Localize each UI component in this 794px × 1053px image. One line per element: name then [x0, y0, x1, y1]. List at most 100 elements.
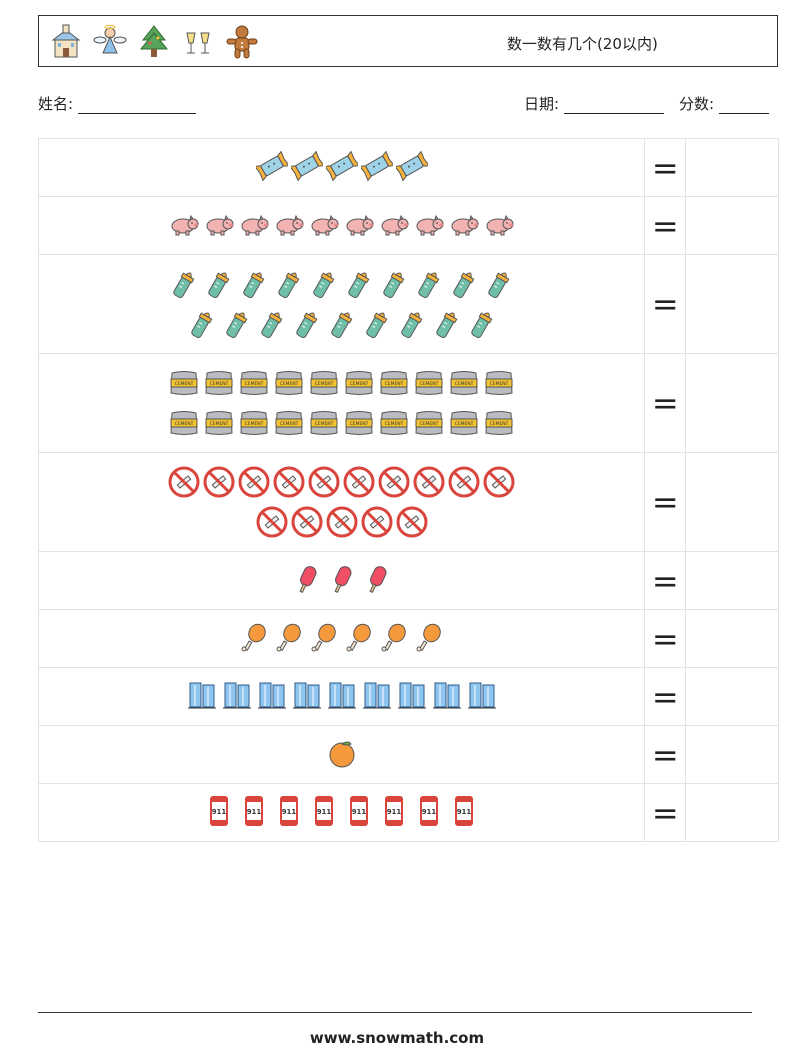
cement-bag-icon: CEMENT	[170, 371, 198, 395]
no-smoking-icon	[203, 466, 235, 498]
icon-group	[238, 621, 445, 653]
cement-bag-icon: CEMENT	[380, 411, 408, 435]
answer-cell[interactable]	[685, 551, 779, 610]
orange-icon	[329, 741, 355, 767]
pig-icon	[381, 214, 409, 235]
picture-cell	[37, 452, 646, 552]
header-box: 数一数有几个(20以内)	[38, 15, 778, 67]
no-smoking-icon	[326, 506, 358, 538]
phone-911-icon: 911	[455, 795, 474, 826]
answer-cell[interactable]	[685, 783, 779, 842]
phone-911-icon: 911	[245, 795, 264, 826]
cement-bag-icon: CEMENT	[275, 411, 303, 435]
cement-bag-icon: CEMENT	[240, 411, 268, 435]
baby-bottle-icon	[225, 312, 248, 339]
cement-bag-icon: CEMENT	[485, 371, 513, 395]
phone-911-icon: 911	[315, 795, 334, 826]
svg-text:911: 911	[282, 808, 297, 816]
cement-bag-icon: CEMENT	[380, 371, 408, 395]
svg-text:CEMENT: CEMENT	[315, 421, 334, 427]
svg-text:CEMENT: CEMENT	[245, 381, 264, 387]
cement-bag-icon: CEMENT	[240, 371, 268, 395]
cement-bag-icon: CEMENT	[485, 411, 513, 435]
question-row: CEMENT CEMENT CEMENT CEMENT CEMENT CEMENT CEME…	[37, 353, 779, 453]
date-blank[interactable]	[563, 97, 664, 114]
answer-cell[interactable]	[685, 353, 779, 453]
answer-cell[interactable]	[685, 609, 779, 668]
no-smoking-icon	[483, 466, 515, 498]
icon-group: CEMENT CEMENT CEMENT CEMENT CEMENT CEMENT CEME…	[39, 367, 644, 439]
pig-icon	[171, 214, 199, 235]
candy-icon	[360, 150, 393, 181]
champagne-icon	[186, 32, 210, 54]
counting-table: = = = CEMENT CEMENT CEMENT CEMENT CEMENT CEMENT C…	[37, 138, 779, 842]
no-smoking-icon	[378, 466, 410, 498]
date-label: 日期:	[524, 95, 560, 113]
no-smoking-icon	[343, 466, 375, 498]
chicken-leg-icon	[416, 623, 441, 651]
equals-sign: =	[644, 452, 687, 552]
date-field: 日期:	[524, 93, 664, 114]
chicken-leg-icon	[276, 623, 301, 651]
baby-bottle-icon	[470, 312, 493, 339]
cement-bag-icon: CEMENT	[450, 371, 478, 395]
equals-sign: =	[644, 254, 687, 354]
baby-bottle-icon	[365, 312, 388, 339]
question-row: =	[37, 667, 779, 726]
cement-bag-icon: CEMENT	[415, 371, 443, 395]
question-row: =	[37, 452, 779, 552]
picture-cell	[37, 725, 646, 784]
chicken-leg-icon	[311, 623, 336, 651]
picture-cell	[37, 551, 646, 610]
page-title: 数一数有几个(20以内)	[507, 35, 658, 53]
baby-bottle-icon	[488, 272, 510, 299]
no-smoking-icon	[448, 466, 480, 498]
building-icon	[467, 682, 496, 708]
picture-cell: CEMENT CEMENT CEMENT CEMENT CEMENT CEMENT CEME…	[37, 353, 646, 453]
equals-sign: =	[644, 353, 687, 453]
baby-bottle-icon	[260, 312, 283, 339]
question-row: =	[37, 725, 779, 784]
answer-cell[interactable]	[685, 452, 779, 552]
building-icon	[432, 682, 461, 708]
name-blank[interactable]	[77, 97, 196, 114]
no-smoking-icon	[291, 506, 323, 538]
svg-text:CEMENT: CEMENT	[385, 421, 404, 427]
icon-group	[255, 150, 428, 182]
no-smoking-icon	[308, 466, 340, 498]
baby-bottle-icon	[453, 272, 475, 299]
answer-cell[interactable]	[685, 254, 779, 354]
cement-bag-icon: CEMENT	[310, 411, 338, 435]
baby-bottle-icon	[190, 312, 213, 339]
no-smoking-icon	[168, 466, 200, 498]
answer-cell[interactable]	[685, 138, 779, 197]
pig-icon	[276, 214, 304, 235]
answer-cell[interactable]	[685, 196, 779, 255]
icon-group	[326, 737, 358, 769]
baby-bottle-icon	[383, 272, 405, 299]
building-icon	[222, 682, 251, 708]
equals-sign: =	[644, 667, 687, 726]
gingerbread-icon	[226, 25, 258, 59]
no-smoking-icon	[361, 506, 393, 538]
cement-bag-icon: CEMENT	[205, 411, 233, 435]
popsicle-icon	[334, 565, 352, 593]
building-icon	[397, 682, 426, 708]
church-icon	[51, 24, 81, 58]
svg-text:CEMENT: CEMENT	[210, 421, 229, 427]
pig-icon	[451, 214, 479, 235]
pig-icon	[486, 214, 514, 235]
score-blank[interactable]	[718, 97, 769, 114]
chicken-leg-icon	[381, 623, 406, 651]
picture-cell	[37, 254, 646, 354]
answer-cell[interactable]	[685, 667, 779, 726]
pig-icon	[241, 214, 269, 235]
pig-icon	[206, 214, 234, 235]
svg-text:CEMENT: CEMENT	[350, 421, 369, 427]
question-row: =	[37, 551, 779, 610]
svg-text:CEMENT: CEMENT	[315, 381, 334, 387]
no-smoking-icon	[256, 506, 288, 538]
no-smoking-icon	[273, 466, 305, 498]
answer-cell[interactable]	[685, 725, 779, 784]
pig-icon	[311, 214, 339, 235]
